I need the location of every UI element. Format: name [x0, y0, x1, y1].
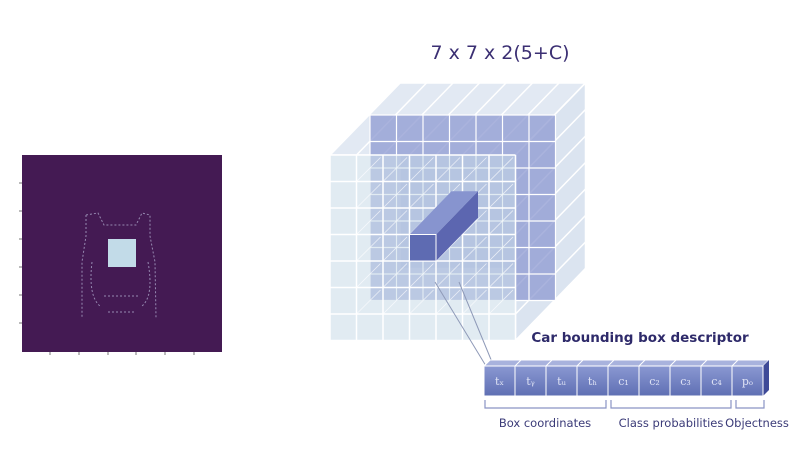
bracket-box-coordinates — [484, 400, 607, 409]
descriptor-cell-label: tₓ — [495, 375, 504, 388]
descriptor-cell: pₒ — [731, 359, 764, 397]
descriptor-cell-label: pₒ — [742, 375, 753, 388]
descriptor-cell-label: c₁ — [618, 375, 629, 388]
class-probabilities-label: Class probabilities — [618, 416, 724, 430]
objectness-label: Objectness — [725, 416, 789, 430]
descriptor-title: Car bounding box descriptor — [531, 330, 749, 346]
descriptor-cell: tₓ — [483, 359, 516, 397]
bracket-objectness — [735, 400, 765, 409]
descriptor-cell-label: tₕ — [588, 375, 597, 388]
target-grid-cell — [108, 239, 136, 267]
connector-lines — [434, 281, 493, 367]
car-outline — [81, 212, 157, 319]
descriptor-cell-label: c₄ — [711, 375, 722, 388]
descriptor-cell-label: c₂ — [649, 375, 660, 388]
descriptor-cell: c₄ — [700, 359, 733, 397]
input-image-heatmap — [19, 155, 222, 355]
highlighted-cell-column — [409, 191, 478, 262]
output-tensor-cube — [328, 81, 588, 343]
descriptor-cell: tᵤ — [545, 359, 578, 397]
descriptor-cell-label: tᵧ — [526, 375, 535, 388]
descriptor-cell-label: tᵤ — [557, 375, 566, 388]
page-title: 7 x 7 x 2(5+C) — [430, 42, 570, 64]
bracket-class-probabilities — [610, 400, 732, 409]
descriptor-cell: c₂ — [638, 359, 671, 397]
bounding-box-descriptor: tₓ tᵧ tᵤ tₕ c₁ c₂ c₃ c₄ pₒ — [482, 359, 771, 397]
descriptor-cell-label: c₃ — [680, 375, 691, 388]
group-brackets — [484, 400, 765, 409]
descriptor-cell: tᵧ — [514, 359, 547, 397]
descriptor-cell: tₕ — [576, 359, 609, 397]
box-coordinates-label: Box coordinates — [498, 416, 592, 430]
